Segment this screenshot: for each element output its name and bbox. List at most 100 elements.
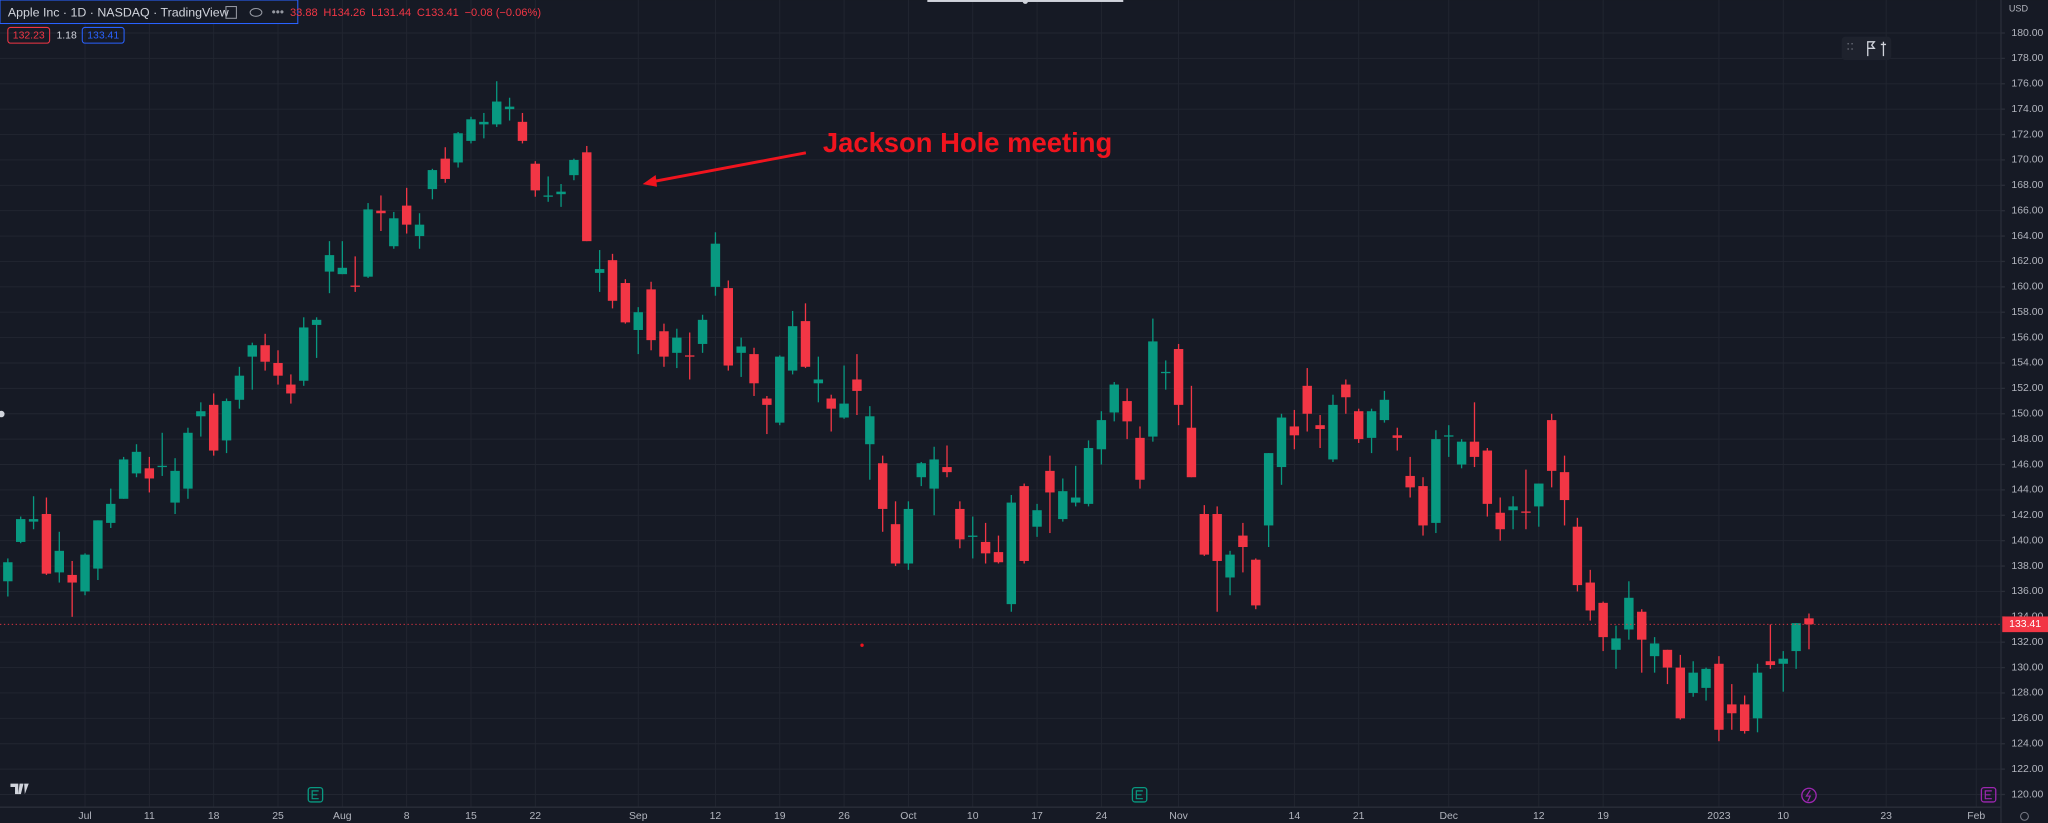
x-tick-label: 10 — [1777, 811, 1789, 822]
annotation-dot — [860, 643, 864, 647]
candle-body — [1225, 554, 1235, 578]
annotation-text[interactable]: Jackson Hole meeting — [823, 127, 1112, 158]
grip — [1847, 43, 1853, 50]
icon-more[interactable]: ••• — [272, 6, 284, 19]
candle-body — [170, 470, 180, 503]
candle-body — [1315, 425, 1325, 429]
candle-body — [929, 459, 939, 489]
candle-body — [633, 312, 643, 330]
y-tick-label: 146.00 — [2011, 459, 2043, 470]
candle-body — [993, 552, 1004, 563]
y-tick-label: 168.00 — [2011, 180, 2043, 191]
symbol-title[interactable]: Apple Inc · 1D · NASDAQ · TradingView — [8, 5, 229, 19]
y-tick-label: 170.00 — [2011, 155, 2043, 166]
icon-flag[interactable] — [1867, 41, 1876, 57]
x-tick-label: 17 — [1031, 811, 1043, 822]
candle-body — [16, 519, 26, 542]
y-tick-label: 132.00 — [2011, 637, 2043, 648]
candle-body — [1456, 441, 1467, 465]
candle-body — [916, 463, 926, 478]
candle-body — [1019, 486, 1029, 561]
candle-body — [1714, 663, 1724, 730]
y-tick-label: 176.00 — [2011, 79, 2043, 90]
candle-body — [1122, 401, 1132, 422]
candle-body — [980, 541, 991, 554]
candle-body — [697, 319, 708, 344]
candle-body — [67, 574, 77, 583]
icon-pin[interactable] — [1880, 41, 1887, 57]
candle-body — [273, 362, 283, 376]
x-tick-label: 14 — [1289, 811, 1301, 822]
candle-body — [337, 267, 348, 275]
y-tick-label: 172.00 — [2011, 129, 2043, 140]
y-tick-label: 162.00 — [2011, 256, 2043, 267]
candle-body — [1186, 427, 1197, 478]
y-tick-label: 150.00 — [2011, 409, 2043, 420]
x-tick-label: 21 — [1353, 811, 1365, 822]
icon-settings[interactable] — [225, 6, 237, 19]
candle-body — [1431, 439, 1441, 523]
candle-body — [1392, 435, 1402, 438]
candle-body — [1469, 441, 1480, 457]
candle-body — [479, 121, 489, 125]
candle-body — [440, 158, 450, 179]
event-marker[interactable] — [1131, 786, 1148, 803]
candle-body — [208, 404, 219, 451]
candle-body — [1495, 512, 1505, 530]
candle-body — [1379, 399, 1390, 421]
candle-body — [749, 354, 759, 384]
y-tick-label: 156.00 — [2011, 332, 2043, 343]
candle-body — [1727, 704, 1737, 714]
currency[interactable]: USD — [2009, 4, 2029, 14]
x-tick-label: Oct — [900, 811, 916, 822]
bid-box[interactable] — [7, 26, 51, 44]
candle-body — [723, 288, 733, 366]
candle-body — [1444, 435, 1454, 437]
candle-body — [183, 432, 193, 489]
icon-eye[interactable] — [249, 7, 263, 17]
candle-body — [260, 345, 270, 362]
ohlc-close: C133.41 — [417, 7, 459, 19]
candle-body — [363, 209, 373, 277]
event-marker[interactable] — [307, 786, 324, 803]
toolbar-handle[interactable] — [1022, 0, 1028, 4]
candle-body — [1598, 602, 1608, 638]
candle-body — [1341, 384, 1351, 398]
header-box[interactable] — [0, 0, 299, 25]
candle-body — [582, 152, 592, 242]
candle-body — [1006, 502, 1017, 605]
candle-body — [1161, 371, 1171, 374]
ohlc-change: −0.08 (−0.06%) — [465, 7, 541, 19]
annotation-arrowhead — [642, 175, 657, 187]
candle-body — [1624, 597, 1634, 630]
candle-body — [80, 554, 90, 592]
event-marker[interactable] — [1801, 787, 1817, 804]
candle-body — [1058, 491, 1068, 520]
left-handle[interactable] — [0, 410, 5, 418]
candle-body — [1804, 618, 1814, 625]
ask-box[interactable] — [81, 26, 125, 44]
toolbar-bg — [1841, 36, 1892, 61]
candle-body — [530, 163, 541, 191]
candle-body — [1405, 475, 1415, 488]
candle-body — [466, 119, 476, 141]
ohlc-legend: 33.88 H134.26 L131.44 C133.41 −0.08 (−0.… — [290, 7, 541, 19]
candle-body — [1546, 420, 1557, 471]
settings-icon[interactable] — [2020, 811, 2029, 821]
x-tick-label: 18 — [208, 811, 220, 822]
ohlc-low: L131.44 — [371, 7, 411, 19]
candle-body — [1251, 559, 1261, 606]
candle-body — [1739, 704, 1750, 732]
x-tick-label: 12 — [1533, 811, 1545, 822]
logo[interactable] — [10, 783, 29, 795]
event-marker[interactable] — [1980, 786, 1997, 803]
drawing-toolbar[interactable] — [1841, 36, 1892, 61]
candle-body — [427, 170, 438, 190]
y-tick-label: 130.00 — [2011, 662, 2043, 673]
y-tick-label: 120.00 — [2011, 789, 2043, 800]
last-price-label: 133.41 — [2009, 619, 2041, 630]
candle-body — [157, 465, 167, 468]
candle-body — [93, 520, 103, 569]
